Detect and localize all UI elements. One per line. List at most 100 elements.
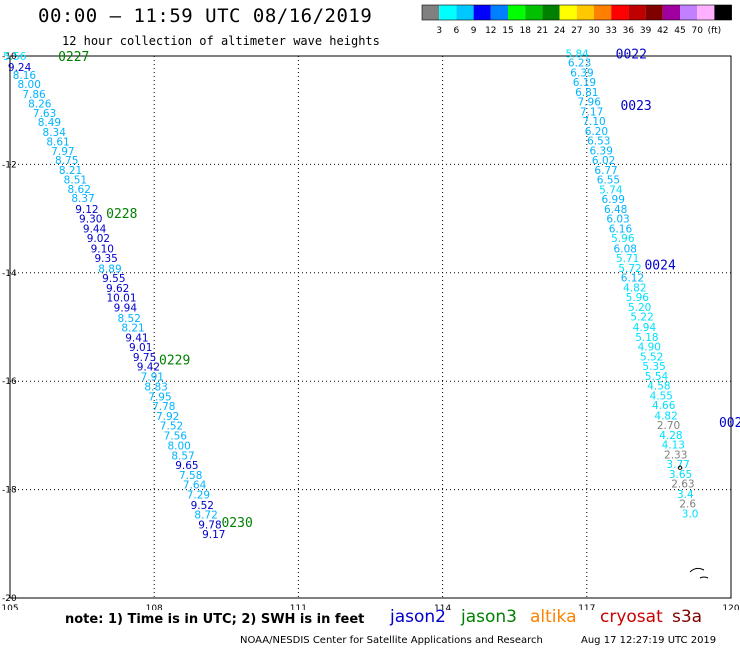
wave-height-value: 6.48 — [604, 204, 627, 216]
wave-height-value: 6.08 — [614, 243, 637, 255]
legend-jason3: jason3 — [461, 607, 517, 627]
x-tick-label: 114 — [434, 604, 451, 610]
wave-height-value: 7.58 — [179, 470, 202, 482]
chart-title: 00:00 – 11:59 UTC 08/16/2019 — [38, 5, 373, 27]
wave-height-value: 7.96 — [578, 97, 602, 109]
wave-height-value: 9.02 — [87, 233, 110, 245]
wave-height-value: 8.83 — [144, 382, 167, 394]
colorbar-label: 3 — [436, 26, 442, 36]
track-id-label: 0230 — [221, 516, 252, 531]
wave-height-value: 4.28 — [659, 430, 682, 442]
wave-height-value: 9.75 — [133, 352, 156, 364]
x-tick-label: 117 — [578, 604, 595, 610]
wave-height-value: 5.22 — [630, 312, 653, 324]
wave-height-value: 8.72 — [194, 510, 217, 522]
wave-height-value: 9.01 — [129, 342, 152, 354]
wave-height-value: 3.77 — [666, 459, 689, 471]
wave-height-value: 7.91 — [141, 371, 164, 383]
colorbar-swatch — [559, 5, 577, 20]
wave-height-value: 3.65 — [669, 469, 692, 481]
footer-note: note: 1) Time is in UTC; 2) SWH is in fe… — [65, 612, 365, 627]
credits: NOAA/NESDIS Center for Satellite Applica… — [240, 635, 543, 646]
wave-height-value: 6.02 — [592, 155, 615, 167]
colorbar-swatch — [611, 5, 629, 20]
wave-height-value: 6.23 — [568, 58, 591, 70]
wave-height-value: 9.62 — [106, 283, 129, 295]
wave-height-value: 6.81 — [575, 87, 598, 99]
colorbar-swatch — [628, 5, 646, 20]
legend-cryosat: cryosat — [600, 607, 663, 627]
wave-height-value: 6.99 — [602, 194, 625, 206]
colorbar-label: 27 — [571, 26, 582, 36]
wave-height-value: 6.77 — [594, 165, 617, 177]
wave-height-value: 5.71 — [616, 253, 639, 265]
wave-height-value: 9.44 — [83, 223, 107, 235]
wave-height-value: 6.03 — [606, 214, 629, 226]
wave-height-value: 5.96 — [611, 233, 635, 245]
wave-height-value: 6.19 — [573, 77, 596, 89]
wave-height-value: 7.63 — [33, 108, 56, 120]
plot-frame — [9, 55, 732, 599]
coastline-mark — [677, 465, 683, 470]
wave-height-value: 9.24 — [8, 62, 32, 74]
wave-height-value: 7.64 — [183, 480, 207, 492]
wave-height-value: 4.58 — [647, 381, 670, 393]
wave-height-value: 8.52 — [118, 313, 141, 325]
y-tick-label: -12 — [2, 160, 17, 170]
wave-height-value: 8.49 — [38, 117, 61, 129]
wave-height-value: 6.20 — [585, 126, 608, 138]
colorbar-label: 6 — [454, 26, 460, 36]
coastline-mark — [689, 567, 709, 579]
wave-height-value: 9.52 — [191, 500, 214, 512]
colorbar-swatch — [594, 5, 612, 20]
wave-height-value: 9.41 — [125, 332, 148, 344]
wave-height-value: 6.12 — [621, 273, 644, 285]
wave-height-value: 6.16 — [609, 223, 633, 235]
wave-height-value: 7.56 — [164, 430, 188, 442]
generation-timestamp: Aug 17 12:27:19 UTC 2019 — [581, 635, 717, 646]
wave-height-value: 4.94 — [633, 322, 657, 334]
wave-height-value: 4.55 — [650, 390, 673, 402]
wave-height-value: 7.95 — [148, 391, 171, 403]
track-id-label: 0023 — [620, 99, 651, 114]
wave-height-value: 8.61 — [46, 137, 69, 149]
wave-height-colorbar: 3 6 9 12 15 18 21 24 27 30 33 36 39 42 45 70 (ft) — [421, 4, 732, 36]
wave-height-value: 8.51 — [64, 175, 87, 187]
wave-height-value: 8.16 — [13, 70, 37, 82]
wave-height-value: 5.20 — [628, 302, 651, 314]
colorbar-label: 18 — [519, 26, 531, 36]
wave-height-value: 7.97 — [51, 146, 74, 158]
x-tick-label: 120 — [722, 604, 739, 610]
colorbar-label: 45 — [674, 26, 685, 36]
colorbar-label: 24 — [554, 26, 566, 36]
wave-height-value: 4.90 — [638, 342, 661, 354]
wave-height-value: 5.56 — [3, 51, 27, 63]
colorbar-swatch — [645, 5, 663, 20]
colorbar-swatch — [508, 5, 526, 20]
colorbar-swatch — [576, 5, 594, 20]
colorbar-label: 15 — [502, 26, 513, 36]
wave-height-value: 2.33 — [664, 449, 687, 461]
colorbar-swatch — [680, 5, 698, 20]
wave-height-value: 10.01 — [106, 293, 136, 305]
y-tick-label: -20 — [2, 594, 17, 604]
wave-height-value: 9.12 — [75, 204, 98, 216]
track-id-label: 002 — [719, 416, 740, 431]
colorbar-swatch — [456, 5, 474, 20]
colorbar-swatch — [662, 5, 680, 20]
wave-height-value: 7.29 — [187, 489, 210, 501]
wave-height-value: 8.75 — [55, 155, 78, 167]
wave-height-value: 9.55 — [102, 273, 125, 285]
wave-height-value: 8.34 — [43, 127, 67, 139]
wave-height-value: 5.74 — [599, 184, 623, 196]
wave-height-value: 8.21 — [121, 323, 144, 335]
colorbar-label: 12 — [485, 26, 496, 36]
chart-subtitle: 12 hour collection of altimeter wave hei… — [62, 34, 380, 48]
wave-height-value: 4.82 — [654, 410, 677, 422]
wave-height-value: 7.17 — [580, 106, 603, 118]
track-id-label: 0022 — [616, 47, 647, 62]
colorbar-label: 70 — [691, 26, 703, 36]
colorbar-label: 21 — [537, 26, 548, 36]
wave-height-value: 8.26 — [28, 99, 52, 111]
wave-height-value: 5.18 — [635, 332, 658, 344]
